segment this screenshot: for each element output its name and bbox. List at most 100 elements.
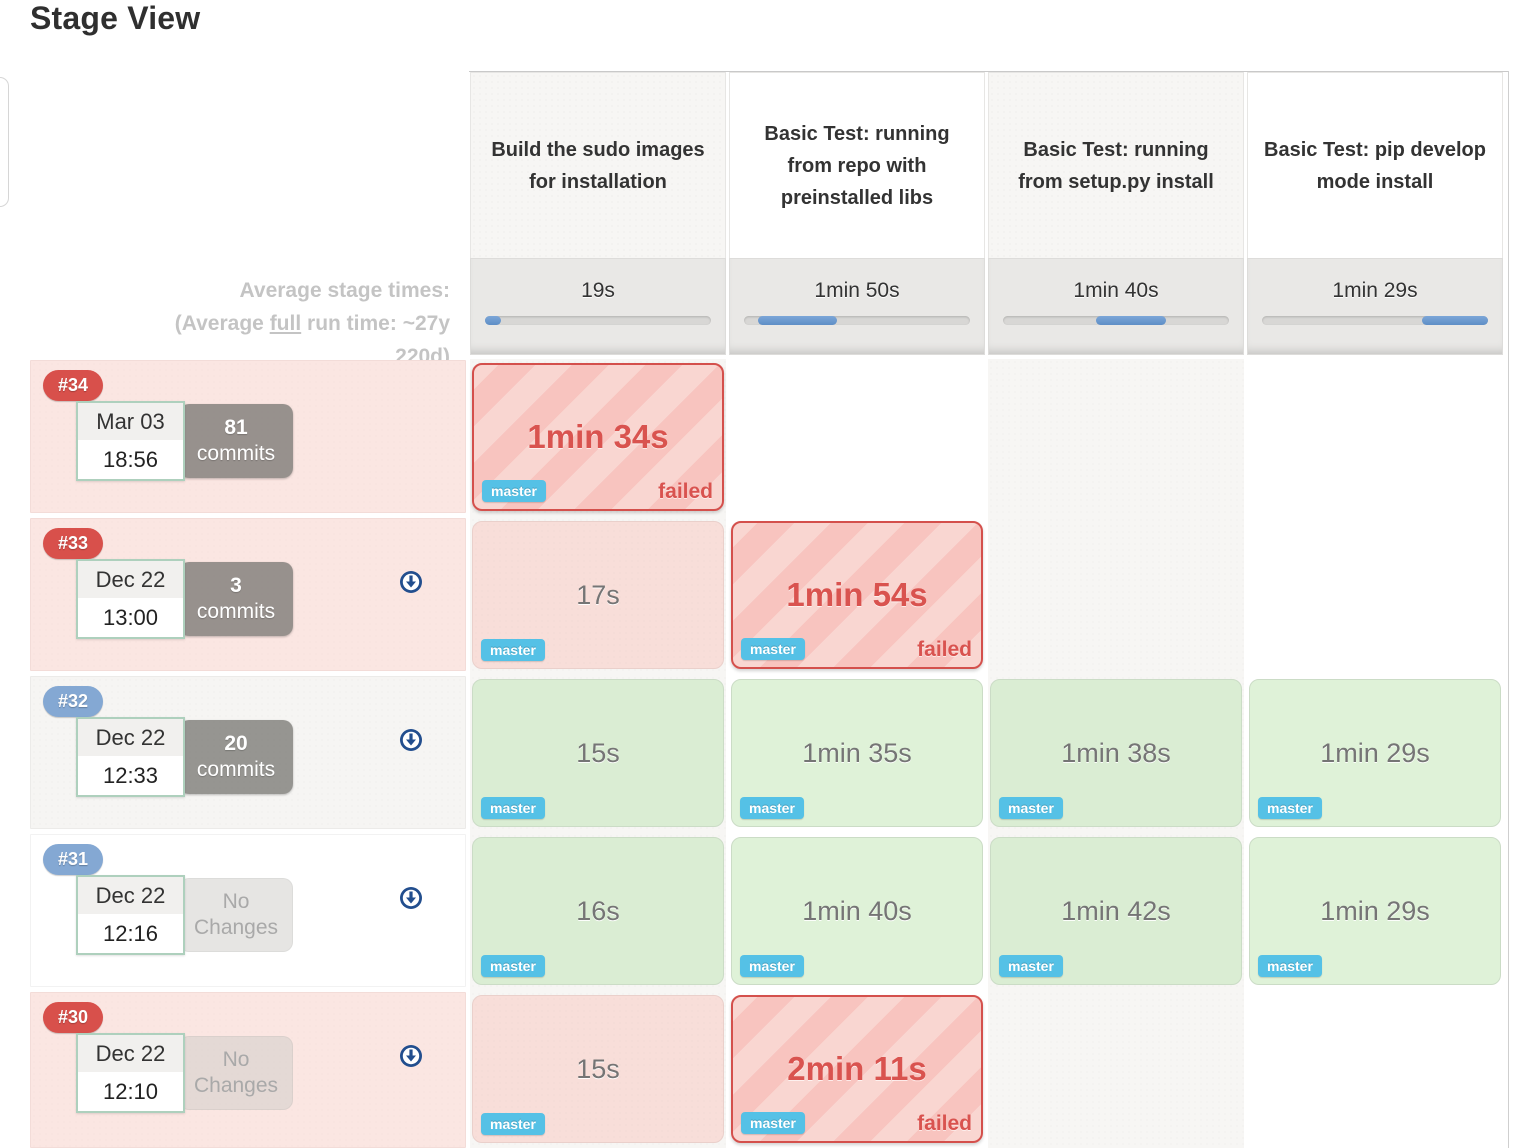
build-time: 18:56 <box>78 440 183 479</box>
changes-count: 3 <box>230 574 242 597</box>
stage-column-3: Basic Test: running from setup.py instal… <box>988 72 1244 1148</box>
cell-time: 15s <box>576 1053 620 1084</box>
build-time: 12:33 <box>78 756 183 795</box>
build-row-34: #34 Mar 03 18:56 81 commits <box>30 360 466 513</box>
changes-count: 20 <box>224 732 248 755</box>
cell-time: 1min 29s <box>1320 895 1430 926</box>
build-date-box[interactable]: Dec 22 13:00 <box>76 559 185 639</box>
avg-progressbar-fill <box>1422 316 1488 325</box>
branch-badge: master <box>481 797 545 819</box>
stage-cell-32-3[interactable]: 1min 38s master <box>990 679 1242 827</box>
stage-cell-32-2[interactable]: 1min 35s master <box>731 679 983 827</box>
cell-time: 1min 38s <box>1061 737 1171 768</box>
build-number-badge[interactable]: #31 <box>43 844 103 875</box>
stage-column-1: Build the sudo images for installation 1… <box>470 72 726 1148</box>
build-number-badge[interactable]: #32 <box>43 686 103 717</box>
avg-label-line2-post: run time: ~27y <box>301 312 450 335</box>
build-date-box[interactable]: Dec 22 12:10 <box>76 1033 185 1113</box>
branch-badge: master <box>481 1113 545 1135</box>
branch-badge: master <box>1258 955 1322 977</box>
stage-cell-31-3[interactable]: 1min 42s master <box>990 837 1242 985</box>
stage-cell-33-2[interactable]: 1min 54s master failed <box>731 521 983 669</box>
build-date: Dec 22 <box>78 561 183 598</box>
branch-badge: master <box>741 638 805 660</box>
branch-badge: master <box>481 955 545 977</box>
branch-badge: master <box>741 1112 805 1134</box>
branch-badge: master <box>999 797 1063 819</box>
left-cutoff-panel <box>0 77 9 207</box>
build-row-32: #32 Dec 22 12:33 20 commits <box>30 676 466 829</box>
avg-full-link[interactable]: full <box>269 312 302 335</box>
cell-time: 16s <box>576 895 620 926</box>
stage-cell-32-1[interactable]: 15s master <box>472 679 724 827</box>
build-date-box[interactable]: Dec 22 12:16 <box>76 875 185 955</box>
build-changes: 3 commits <box>179 562 293 636</box>
cell-time: 2min 11s <box>787 1050 927 1087</box>
avg-progressbar-fill <box>757 316 837 325</box>
branch-badge: master <box>999 955 1063 977</box>
stage-cell-32-4[interactable]: 1min 29s master <box>1249 679 1501 827</box>
stage-header-2: Basic Test: running from repo with prein… <box>729 72 985 258</box>
table-right-border <box>1508 71 1509 1148</box>
stage-column-2: Basic Test: running from repo with prein… <box>729 72 985 1148</box>
stage-cell-34-1[interactable]: 1min 34s master failed <box>472 363 724 511</box>
changes-word: commits <box>196 758 276 781</box>
stage-cell-31-2[interactable]: 1min 40s master <box>731 837 983 985</box>
branch-badge: master <box>740 955 804 977</box>
failed-label: failed <box>658 480 713 503</box>
build-date-box[interactable]: Mar 03 18:56 <box>76 401 185 481</box>
build-changes: No Changes <box>179 1036 293 1110</box>
stage-average-3: 1min 40s <box>988 258 1244 355</box>
table-top-border <box>469 71 1509 72</box>
avg-label-line1: Average stage times: <box>239 279 450 302</box>
build-number-badge[interactable]: #34 <box>43 370 103 401</box>
build-changes: No Changes <box>179 878 293 952</box>
stage-average-4: 1min 29s <box>1247 258 1503 355</box>
download-changes-icon[interactable] <box>399 570 423 594</box>
avg-time-value: 1min 29s <box>1332 279 1418 302</box>
download-changes-icon[interactable] <box>399 728 423 752</box>
build-date: Dec 22 <box>78 877 183 914</box>
stage-cell-30-2[interactable]: 2min 11s master failed <box>731 995 983 1143</box>
stage-cell-31-1[interactable]: 16s master <box>472 837 724 985</box>
cell-time: 1min 35s <box>802 737 912 768</box>
stage-average-2: 1min 50s <box>729 258 985 355</box>
changes-line2: Changes <box>193 1074 279 1097</box>
cell-time: 1min 42s <box>1061 895 1171 926</box>
avg-progressbar <box>744 316 970 325</box>
branch-badge: master <box>482 480 546 502</box>
stage-cell-31-4[interactable]: 1min 29s master <box>1249 837 1501 985</box>
build-row-33: #33 Dec 22 13:00 3 commits <box>30 518 466 671</box>
download-changes-icon[interactable] <box>399 1044 423 1068</box>
build-number-badge[interactable]: #33 <box>43 528 103 559</box>
stage-column-4: Basic Test: pip develop mode install 1mi… <box>1247 72 1503 1148</box>
build-date: Dec 22 <box>78 719 183 756</box>
download-changes-icon[interactable] <box>399 886 423 910</box>
avg-progressbar <box>1003 316 1229 325</box>
stage-cell-30-1[interactable]: 15s master <box>472 995 724 1143</box>
changes-line1: No <box>222 890 250 913</box>
cell-time: 1min 34s <box>527 418 669 455</box>
build-changes: 81 commits <box>179 404 293 478</box>
cell-time: 1min 29s <box>1320 737 1430 768</box>
build-date-box[interactable]: Dec 22 12:33 <box>76 717 185 797</box>
branch-badge: master <box>1258 797 1322 819</box>
avg-time-value: 1min 40s <box>1073 279 1159 302</box>
changes-word: commits <box>196 442 276 465</box>
changes-line1: No <box>222 1048 250 1071</box>
build-row-31: #31 Dec 22 12:16 No Changes <box>30 834 466 987</box>
build-date: Dec 22 <box>78 1035 183 1072</box>
build-number-badge[interactable]: #30 <box>43 1002 103 1033</box>
stage-header-3: Basic Test: running from setup.py instal… <box>988 72 1244 258</box>
branch-badge: master <box>740 797 804 819</box>
cell-time: 1min 54s <box>786 576 928 613</box>
changes-word: commits <box>196 600 276 623</box>
page-title: Stage View <box>30 0 201 36</box>
avg-progressbar <box>485 316 711 325</box>
stage-cell-33-1[interactable]: 17s master <box>472 521 724 669</box>
cell-time: 1min 40s <box>802 895 912 926</box>
cell-time: 17s <box>576 579 620 610</box>
failed-label: failed <box>917 638 972 661</box>
avg-label-line2-pre: (Average <box>174 312 270 335</box>
